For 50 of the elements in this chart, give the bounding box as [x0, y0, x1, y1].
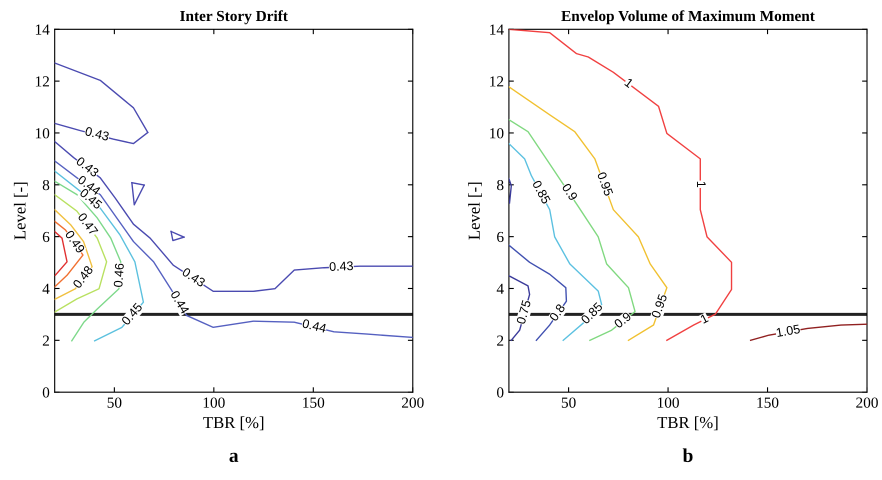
- annotation: 0.43: [182, 267, 206, 288]
- text: b: [682, 448, 693, 462]
- x-tick-label: 50: [108, 397, 122, 408]
- y-tick-label: 14: [36, 24, 50, 35]
- annotation: 0.8: [548, 303, 566, 322]
- y-tick-label: 6: [497, 232, 504, 242]
- y-tick-label: 4: [42, 284, 50, 294]
- y-axis-title: Level [-]: [468, 182, 482, 240]
- y-tick-label: 8: [42, 180, 50, 190]
- annotation: 1: [700, 314, 709, 324]
- x-tick-label: 150: [303, 397, 324, 408]
- y-axis-title: Level [-]: [14, 182, 28, 240]
- y-tick-label: 12: [36, 76, 49, 86]
- x-tick-label: 200: [402, 397, 424, 408]
- x-tick-label: 50: [562, 397, 576, 408]
- x-tick-label: 150: [757, 397, 778, 408]
- x-axis-title: TBR [%]: [657, 416, 718, 430]
- annotation: 0.85: [580, 302, 604, 325]
- annotation: 0.9: [613, 312, 632, 329]
- y-tick-label: 12: [490, 76, 504, 86]
- y-tick-label: 6: [42, 232, 50, 242]
- annotation: 0.46: [114, 263, 124, 288]
- chart-title: Envelop Volume of Maximum Moment: [561, 10, 815, 24]
- y-tick-label: 0: [42, 387, 50, 398]
- annotation: 0.43: [84, 126, 110, 141]
- annotation: 1: [697, 182, 706, 188]
- y-tick-label: 2: [497, 336, 504, 346]
- annotation: 0.43: [329, 261, 354, 272]
- chart-title: Inter Story Drift: [180, 10, 288, 24]
- annotation: 0.9: [562, 182, 578, 202]
- annotation: 0.95: [597, 171, 614, 196]
- text: a: [229, 452, 238, 462]
- annotation: 1.05: [776, 324, 800, 337]
- annotation: 0.95: [651, 294, 668, 318]
- x-tick-label: 100: [204, 397, 225, 408]
- x-tick-label: 200: [856, 397, 878, 408]
- annotation: 0.43: [76, 156, 100, 178]
- y-tick-label: 10: [490, 128, 504, 138]
- annotation: 0.44: [302, 318, 327, 333]
- y-tick-label: 2: [42, 336, 49, 346]
- y-tick-label: 8: [496, 180, 504, 190]
- y-tick-label: 4: [496, 284, 504, 294]
- annotation: 0.75: [516, 300, 531, 324]
- y-tick-label: 0: [496, 387, 504, 398]
- x-tick-label: 100: [658, 397, 679, 408]
- annotation: 1: [624, 78, 634, 88]
- y-tick-label: 14: [490, 24, 504, 35]
- annotation: 0.85: [532, 180, 551, 204]
- x-axis-title: TBR [%]: [203, 416, 264, 430]
- y-tick-label: 10: [36, 128, 50, 138]
